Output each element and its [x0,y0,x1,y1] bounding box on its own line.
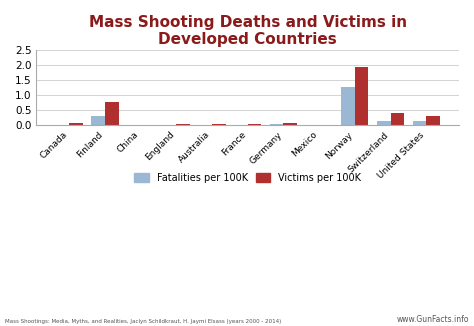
Bar [355,67,368,125]
Bar [270,124,283,125]
Title: Mass Shooting Deaths and Victims in
Developed Countries: Mass Shooting Deaths and Victims in Deve… [89,15,407,47]
Bar [283,123,297,125]
Bar [391,113,404,125]
Text: Mass Shootings: Media, Myths, and Realities, Jaclyn Schildkraut, H. Jaymi Elsass: Mass Shootings: Media, Myths, and Realit… [5,319,281,324]
Bar [248,124,261,125]
Bar [426,116,440,125]
Text: www.GunFacts.info: www.GunFacts.info [397,315,469,324]
Bar [341,87,355,125]
Bar [69,124,83,125]
Bar [413,121,426,125]
Bar [105,102,118,125]
Bar [212,124,226,125]
Bar [91,116,105,125]
Legend: Fatalities per 100K, Victims per 100K: Fatalities per 100K, Victims per 100K [130,169,365,187]
Bar [176,124,190,125]
Bar [377,121,391,125]
